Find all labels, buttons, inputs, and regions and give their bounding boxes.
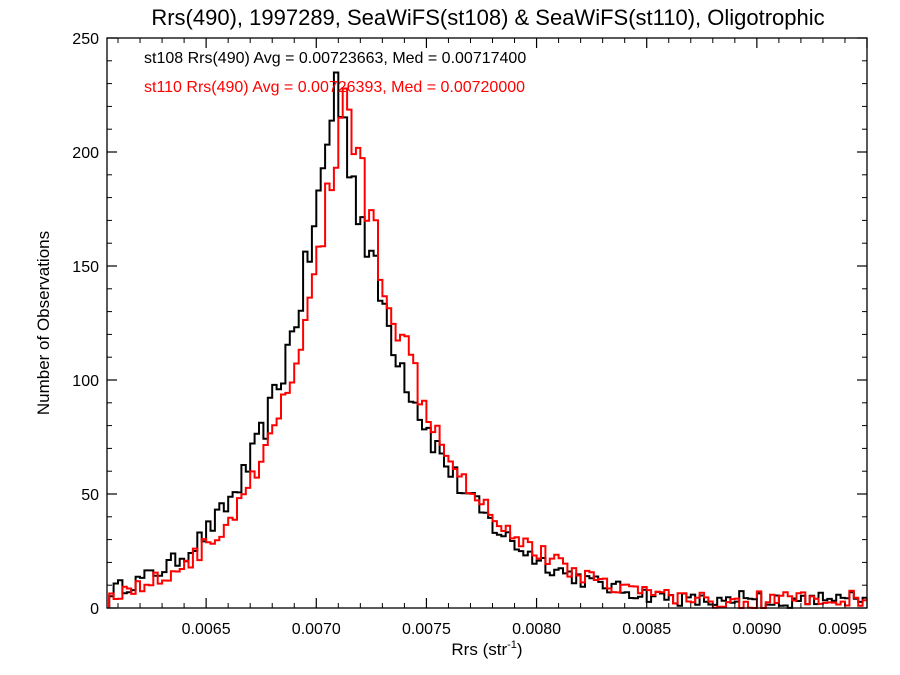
series-st108-histogram — [108, 71, 867, 609]
legend-entry-st108: st108 Rrs(490) Avg = 0.00723663, Med = 0… — [144, 50, 526, 67]
y-axis: 0 50 100 150 200 250 — [72, 31, 867, 618]
x-tick-label: 0.0080 — [512, 621, 561, 638]
series-st110-histogram — [108, 87, 867, 609]
x-tick-label: 0.0085 — [622, 621, 671, 638]
legend-entry-st110: st110 Rrs(490) Avg = 0.00726393, Med = 0… — [144, 79, 525, 96]
x-tick-label: 0.0090 — [732, 621, 781, 638]
y-tick-label: 100 — [72, 373, 99, 390]
series-layer — [108, 71, 867, 609]
x-tick-label: 0.0070 — [292, 621, 341, 638]
y-tick-label: 50 — [81, 487, 99, 504]
chart-title: Rrs(490), 1997289, SeaWiFS(st108) & SeaW… — [151, 5, 824, 30]
y-tick-label: 200 — [72, 145, 99, 162]
y-axis-label: Number of Observations — [34, 231, 53, 415]
plot-frame — [106, 37, 868, 609]
x-axis: 0.0065 0.0070 0.0075 0.0080 0.0085 0.0090 0.00… — [117, 38, 868, 638]
x-tick-label: 0.0095 — [818, 621, 867, 638]
x-axis-label: Rrs (str-1) — [451, 639, 522, 659]
x-tick-label: 0.0075 — [402, 621, 451, 638]
y-tick-label: 0 — [90, 601, 99, 618]
y-tick-label: 250 — [72, 31, 99, 48]
x-tick-label: 0.0065 — [182, 621, 231, 638]
y-tick-label: 150 — [72, 259, 99, 276]
